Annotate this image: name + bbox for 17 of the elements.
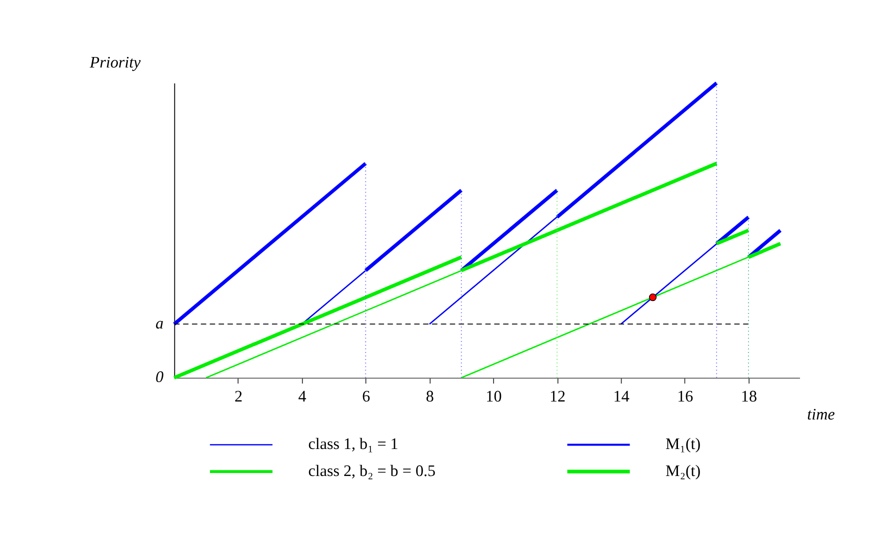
- annotation: a: [155, 316, 164, 333]
- x-tick-label: 8: [426, 388, 434, 406]
- legend-label: M₁(t): [666, 436, 701, 454]
- legend-label: class 1, b₁ = 1: [308, 436, 398, 454]
- x-tick-label: 12: [549, 388, 566, 406]
- legend-label: class 2, b₂ = b = 0.5: [308, 463, 436, 480]
- annotation: 0: [155, 369, 164, 386]
- x-tick-label: 2: [234, 388, 242, 406]
- x-axis-title: time: [807, 406, 835, 424]
- x-tick-label: 6: [362, 388, 370, 406]
- x-tick-label: 10: [486, 388, 502, 406]
- x-tick-label: 14: [613, 388, 630, 406]
- x-tick-label: 18: [740, 388, 757, 406]
- y-axis-title: Priority: [88, 54, 142, 72]
- x-tick-label: 16: [677, 388, 694, 406]
- legend-label: M₂(t): [666, 463, 701, 480]
- x-tick-label: 4: [298, 388, 306, 406]
